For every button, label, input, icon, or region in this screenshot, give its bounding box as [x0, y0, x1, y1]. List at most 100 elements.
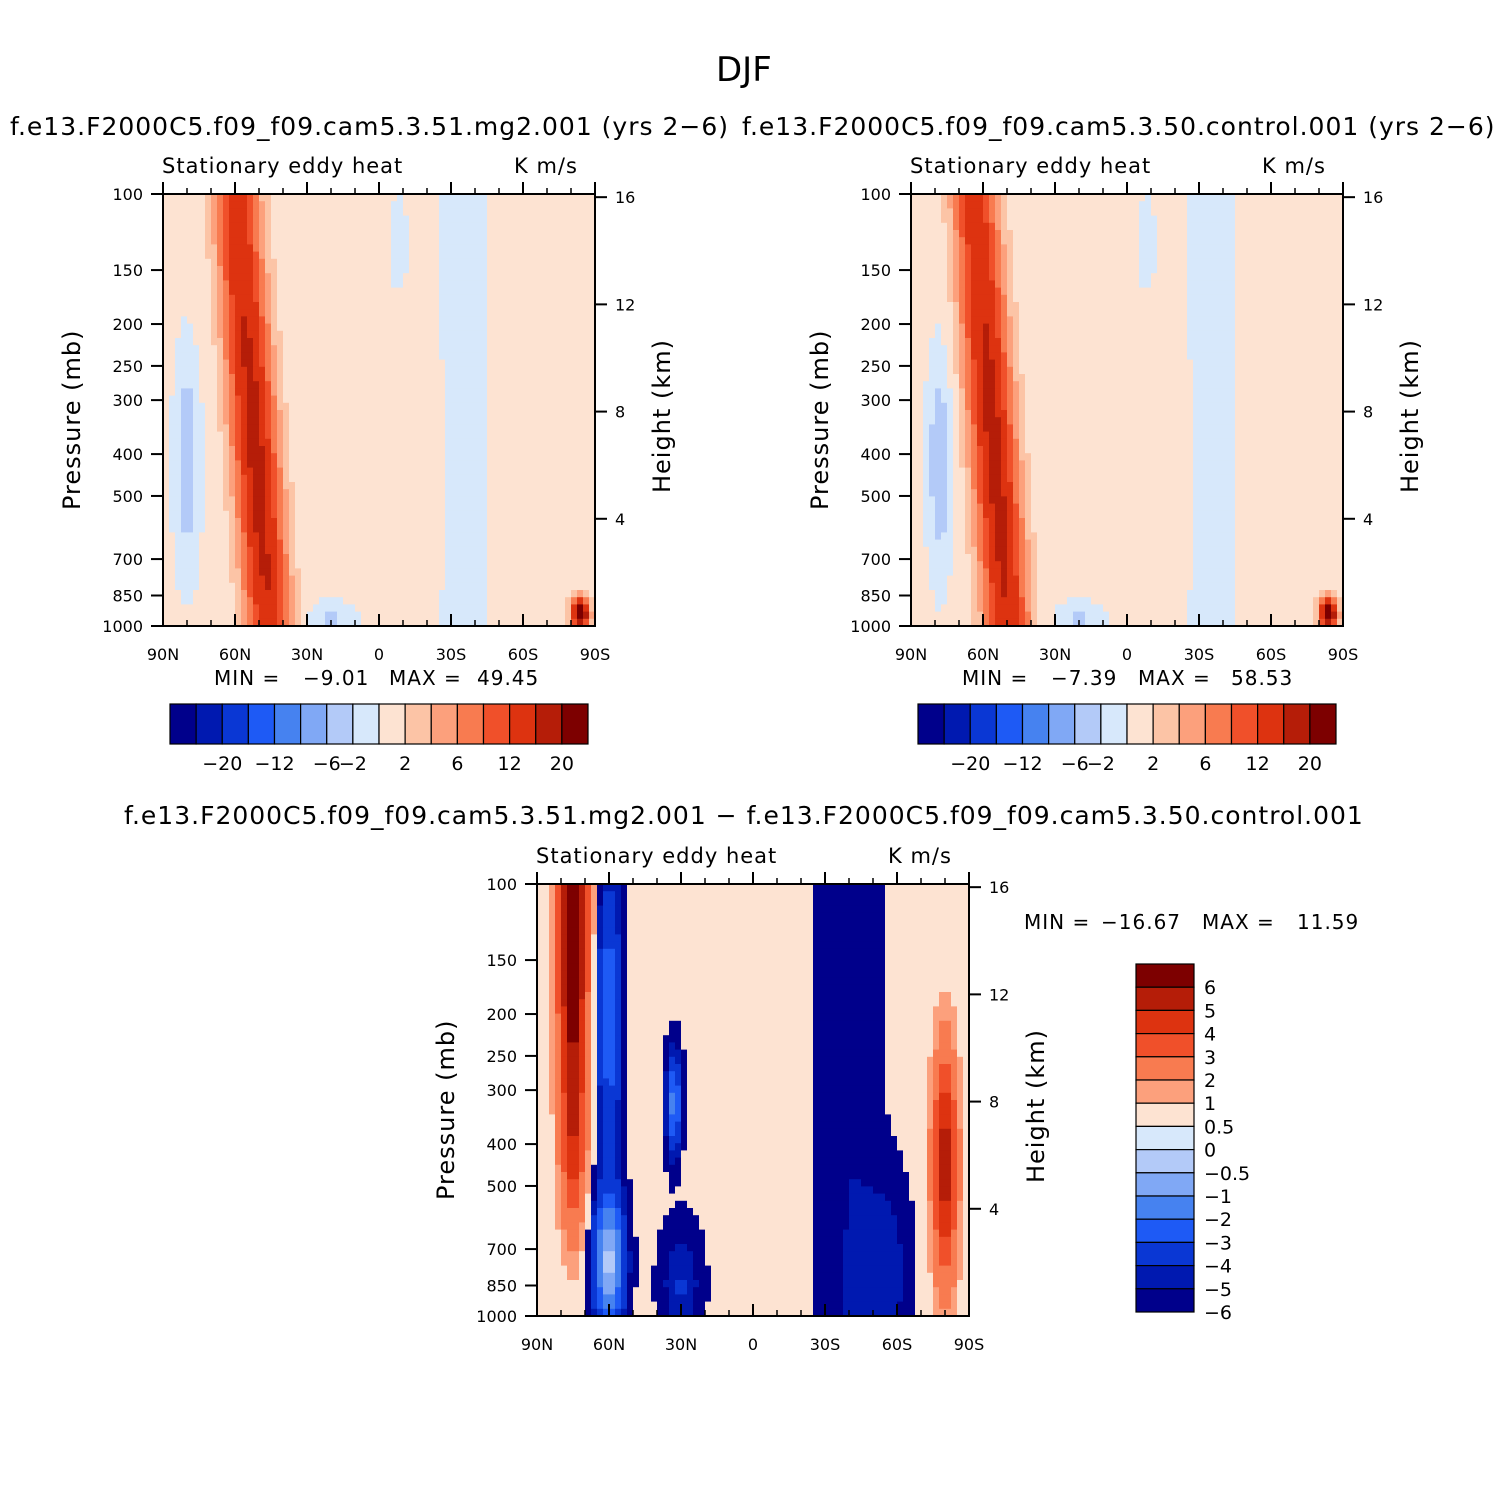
panel1-cell [553, 222, 560, 231]
panel1-cell [469, 316, 476, 325]
panel1-cell [175, 417, 182, 425]
panel1-cell [361, 244, 368, 253]
panel1-cell [289, 258, 296, 267]
panel1-cell [385, 388, 392, 397]
panel1-cell [475, 316, 482, 325]
panel2-cell [923, 532, 930, 541]
panel1-cell [409, 208, 416, 217]
panel2-cell [947, 510, 954, 519]
panel1-cell [319, 453, 326, 461]
panel2-cell [965, 287, 972, 296]
panel1-cell [433, 230, 440, 238]
panel2-cell [923, 611, 930, 620]
panel1-cell [499, 554, 506, 562]
panel1-cell [445, 496, 452, 505]
panel1-cell [277, 604, 284, 613]
panel1-cell [463, 539, 470, 548]
panel2-cell [935, 446, 942, 454]
panel1-cell [457, 424, 464, 433]
panel1-cell [229, 554, 236, 562]
panel1-cell [169, 374, 176, 382]
panel1-cell [577, 568, 584, 577]
panel1-cell [505, 611, 512, 620]
panel2-cell [923, 604, 930, 613]
panel1-cell [175, 402, 182, 411]
panel1-cell [217, 395, 224, 404]
panel1-cell [535, 381, 542, 389]
panel1-cell [421, 453, 428, 461]
panel1-cell [583, 568, 590, 577]
panel1-cell [511, 194, 518, 202]
panel2-cell [935, 402, 942, 411]
panel1-cell [313, 201, 320, 209]
panel1-cell [517, 554, 524, 562]
panel1-cell [553, 366, 560, 375]
panel2-cell [959, 273, 966, 281]
panel1-cell [523, 316, 530, 325]
panel1-cell [427, 446, 434, 454]
panel1-cell [385, 359, 392, 368]
panel2-cell [941, 446, 948, 454]
panel1-cell [535, 525, 542, 533]
panel1-cell [169, 294, 176, 303]
panel1-cell [241, 467, 248, 476]
panel1-cell [319, 330, 326, 339]
panel1-cell [283, 258, 290, 267]
panel1-cell [523, 611, 530, 620]
panel1-cell [565, 352, 572, 361]
panel1-cell [331, 496, 338, 505]
panel1-cell [205, 546, 212, 555]
panel2-cell [941, 273, 948, 281]
panel1-cell [229, 489, 236, 497]
panel1-cell [283, 482, 290, 490]
panel1-cell [349, 539, 356, 548]
panel2-cell [953, 554, 960, 562]
panel1-cell [217, 611, 224, 620]
panel1-cell [247, 446, 254, 454]
panel1-cell [277, 424, 284, 433]
panel1-cell [493, 287, 500, 296]
panel1-cell [517, 568, 524, 577]
panel1-cell [205, 201, 212, 209]
panel1-cell [529, 330, 536, 339]
panel1-cell [415, 532, 422, 541]
panel1-cell [415, 417, 422, 425]
panel1-cell [247, 230, 254, 238]
panel2-cell [941, 237, 948, 245]
panel1-cell [541, 467, 548, 476]
panel1-cell [541, 446, 548, 454]
panel1-cell [403, 345, 410, 353]
panel1-cell [169, 388, 176, 397]
panel1-cell [169, 539, 176, 548]
panel2-cell [911, 374, 918, 382]
panel1-cell [235, 561, 242, 569]
panel2-cell [947, 518, 954, 526]
panel1-cell [361, 194, 368, 202]
panel1-cell [253, 201, 260, 209]
panel1-cell [223, 590, 230, 598]
panel1-cell [535, 460, 542, 469]
panel1-cell [565, 323, 572, 332]
panel1-cell [289, 597, 296, 605]
panel1-cell [259, 381, 266, 389]
panel1-cell [277, 330, 284, 339]
panel1-cell [499, 446, 506, 454]
panel1-cell [583, 381, 590, 389]
panel2-cell [911, 604, 918, 613]
panel1-cell [487, 338, 494, 346]
panel1-cell [505, 294, 512, 303]
panel1-cell [523, 496, 530, 505]
panel1-cell [547, 330, 554, 339]
panel2-cell [947, 554, 954, 562]
panel1-cell [259, 366, 266, 375]
panel1-cell [199, 525, 206, 533]
panel1-cell [313, 287, 320, 296]
panel2-cell [965, 215, 972, 224]
panel1-cell [169, 575, 176, 584]
panel1-cell [493, 388, 500, 397]
panel2-cell [953, 402, 960, 411]
panel1-cell [265, 395, 272, 404]
panel1-cell [511, 309, 518, 317]
panel1-cell [367, 482, 374, 490]
panel1-cell [325, 381, 332, 389]
